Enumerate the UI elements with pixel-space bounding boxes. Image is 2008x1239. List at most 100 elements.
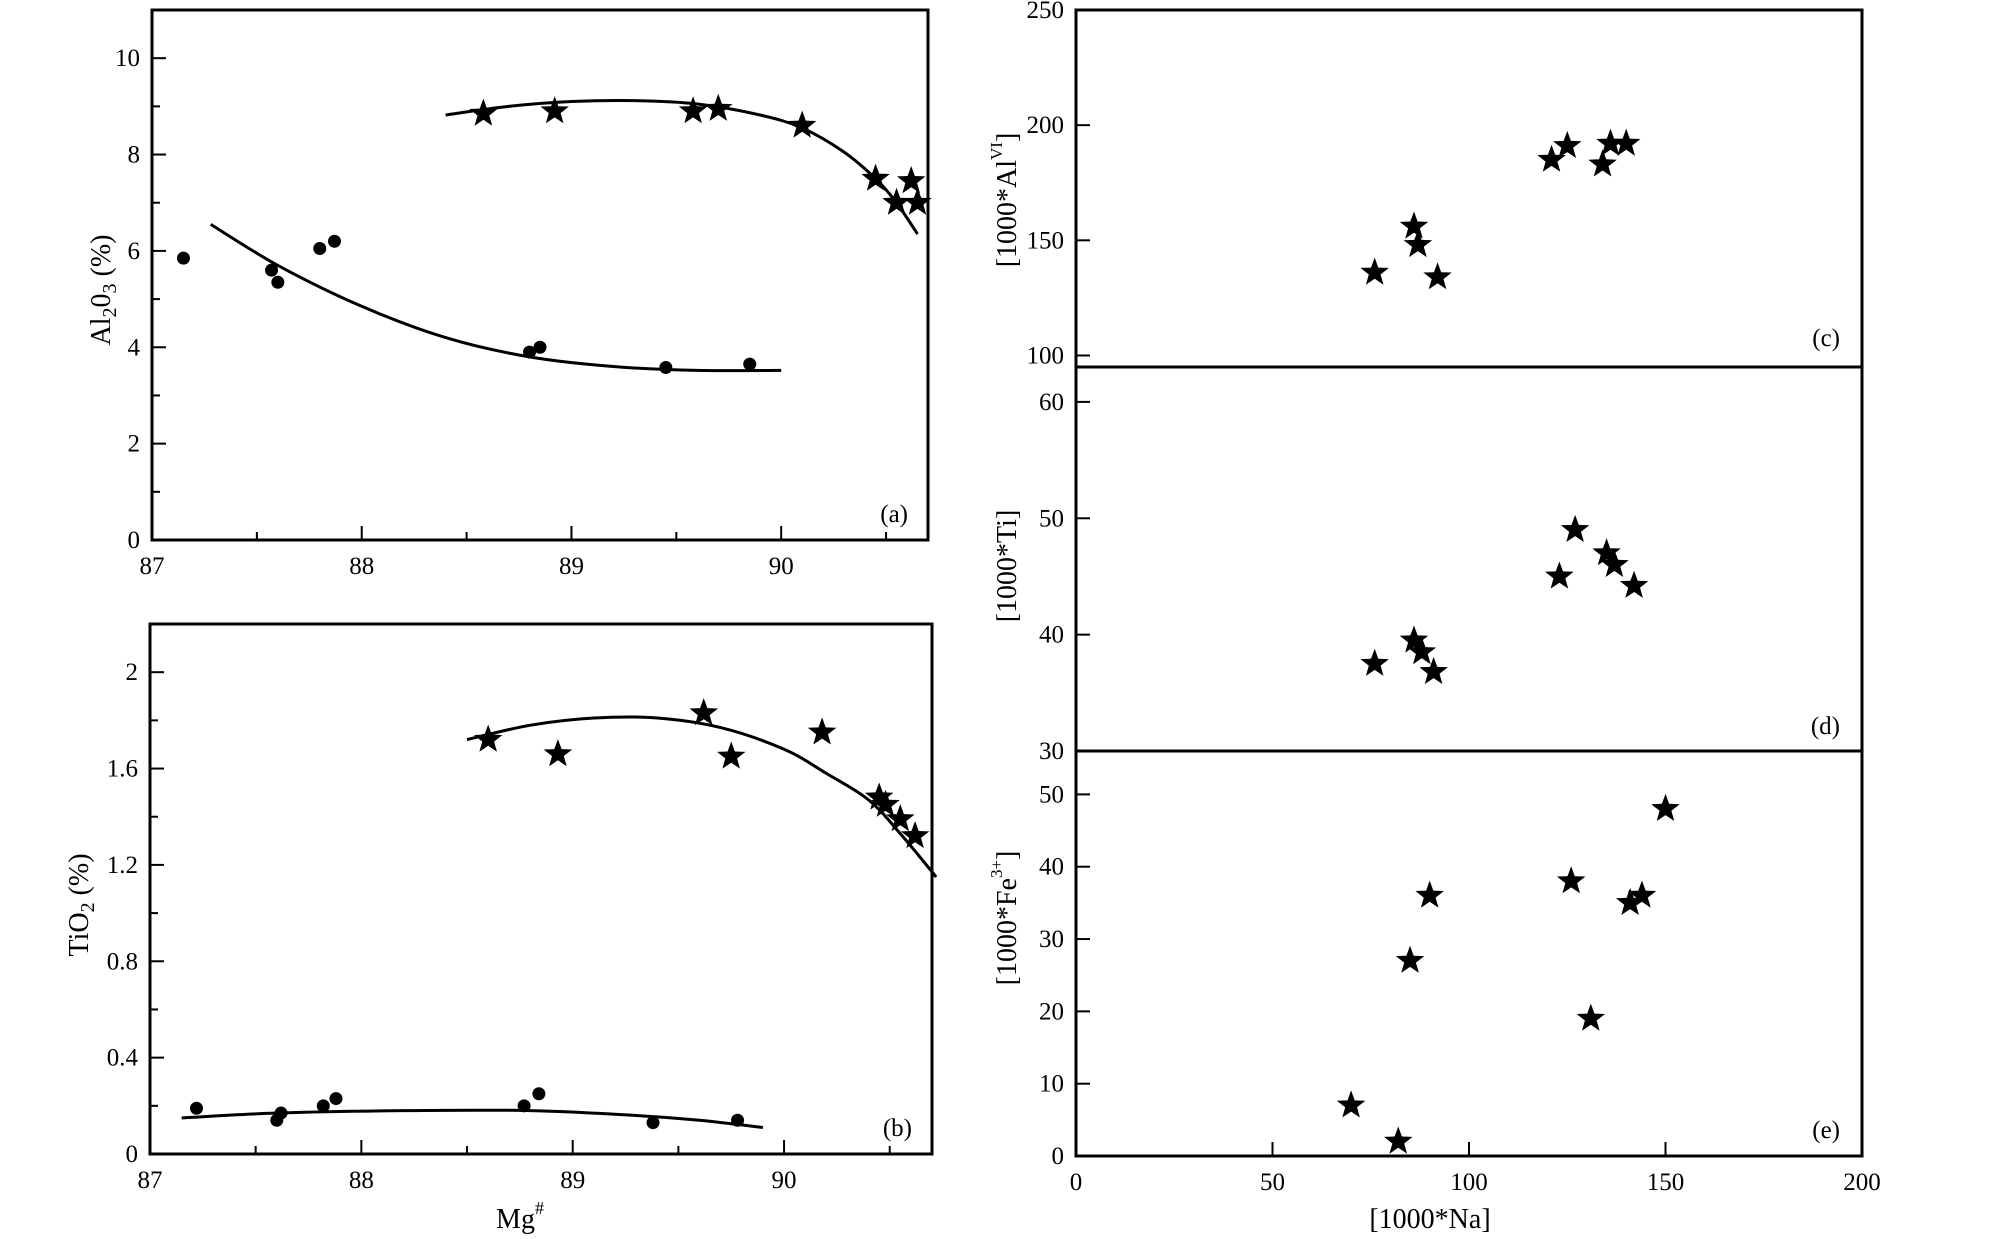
panel-c-ylabel-sup: VI <box>987 142 1006 160</box>
panel-e-star-point <box>1556 866 1586 894</box>
panel-b-upper-fit-curve <box>466 715 938 878</box>
panel-a-dot-point <box>743 357 757 371</box>
panel-b-ytick-label: 0 <box>126 1141 139 1168</box>
panel-a-star-point <box>787 110 817 138</box>
panel-d-ytick-label: 50 <box>1039 505 1064 532</box>
panel-b-ytick-label: 1.2 <box>107 852 138 879</box>
panel-b-dot-point <box>274 1106 288 1120</box>
panel-a-frame <box>150 8 930 542</box>
panel-b-xlabel-main: Mg <box>496 1204 535 1235</box>
panel-e-xtick-label: 100 <box>1450 1169 1488 1196</box>
panel-a-ytick-label: 6 <box>128 238 141 265</box>
panel-b-lower-fit-curve <box>181 1108 764 1129</box>
panel-a-lower-fit-curve <box>209 223 782 373</box>
panel-a-star-point <box>903 187 932 215</box>
panel-a-dot-point <box>523 345 537 359</box>
panel-c-star-point <box>1553 130 1582 158</box>
panel-b-dot-point <box>329 1092 343 1106</box>
panel-e-ytick-label: 10 <box>1039 1071 1064 1098</box>
panel-a-star-point <box>704 93 733 121</box>
panel-b-ytick-label: 0.8 <box>107 948 138 975</box>
panel-a-ylabel-part2: 0 <box>86 293 117 307</box>
panel-b-dot-point <box>517 1099 531 1113</box>
panel-c-star-point <box>1537 144 1566 172</box>
panel-b-frame <box>148 622 934 1156</box>
panel-a-xtick-label: 89 <box>559 553 584 580</box>
panel-b-dot-point <box>532 1087 546 1101</box>
panel-a-ytick-label: 4 <box>128 334 141 361</box>
panel-a-dot-point <box>327 234 341 248</box>
panel-e-star-point <box>1415 880 1444 908</box>
panel-e-ylabel-main: [1000*Fe <box>992 878 1023 985</box>
panel-c-ytick-label: 200 <box>1027 112 1065 139</box>
panel-b-xtick-label: 90 <box>772 1167 797 1194</box>
panel-d-ylabel: [1000*Ti] <box>992 510 1023 623</box>
panel-b-star-point <box>900 821 930 849</box>
panel-right <box>1074 8 1864 1158</box>
panel-a-xtick-label: 88 <box>349 553 374 580</box>
panel-a-ytick-label: 8 <box>128 142 141 169</box>
panel-d-star-point <box>1360 648 1389 676</box>
panel-c-star-point <box>1399 211 1429 239</box>
panel-b-star-point <box>473 724 503 752</box>
panel-e-ytick-label: 50 <box>1039 781 1064 808</box>
panel-a-star-point <box>540 96 569 124</box>
panel-b-star-point <box>886 804 915 832</box>
panel-a-dot-point <box>313 242 327 255</box>
panel-a-label: (a) <box>880 501 908 528</box>
panel-b-xtick-label: 88 <box>349 1167 374 1194</box>
panel-e-ylabel: [1000*Fe3+] <box>987 851 1023 986</box>
panel-a-dot-point <box>265 263 279 277</box>
panel-b-xtick-label: 89 <box>560 1167 585 1194</box>
panel-a-dot-point <box>271 275 285 289</box>
panel-d-ytick-label: 40 <box>1039 622 1064 649</box>
panel-a-ylabel-sub1: 2 <box>99 307 121 317</box>
panel-c-ytick-label: 100 <box>1027 342 1065 369</box>
panel-d-star-point <box>1545 561 1574 589</box>
panel-c-star-point <box>1360 257 1389 285</box>
panel-e-ytick-label: 30 <box>1039 926 1064 953</box>
panel-d-marks: 30 40 50 60 <box>1039 389 1649 765</box>
panel-e-star-point <box>1336 1090 1366 1118</box>
panel-c-star-point <box>1611 128 1641 156</box>
panel-a-star-point <box>861 163 890 191</box>
panel-e-xtick-label: 0 <box>1070 1169 1083 1196</box>
panel-e-star-point <box>1395 945 1425 973</box>
panel-b-xlabel: Mg# <box>496 1198 544 1235</box>
panel-e-ytick-label: 40 <box>1039 854 1064 881</box>
panel-d: 30 40 50 60 (d) [1000*Ti] <box>992 389 1840 765</box>
panel-c: 100 150 200 250 (c) [1000*AlVI] <box>987 0 1840 369</box>
panel-a-xtick-label: 87 <box>140 553 165 580</box>
panel-e-ytick-label: 20 <box>1039 998 1064 1025</box>
panel-c-label: (c) <box>1812 325 1840 352</box>
panel-d-label: (d) <box>1811 713 1840 740</box>
panel-b-star-point <box>871 789 900 817</box>
panel-a-marks: 0 2 4 6 8 10 87 88 89 90 <box>115 45 932 580</box>
panel-b-dot-point <box>189 1101 203 1115</box>
panel-b-star-point <box>543 739 573 767</box>
panel-a-ytick-label: 10 <box>115 45 140 72</box>
panel-b-ylabel-part2: (%) <box>64 853 95 902</box>
panel-b-star-point <box>717 741 746 769</box>
panel-b-dot-point <box>646 1116 660 1130</box>
panel-a-ytick-label: 0 <box>128 527 141 554</box>
panel-a-upper-fit-curve <box>445 98 919 235</box>
panel-e-star-point <box>1615 887 1645 915</box>
panel-e-star-point <box>1384 1126 1413 1154</box>
panel-b-star-point <box>689 698 718 726</box>
panel-d-star-point <box>1407 637 1437 665</box>
panel-d-star-point <box>1399 625 1429 653</box>
panel-c-star-point <box>1596 128 1625 156</box>
panel-c-star-point <box>1423 262 1452 290</box>
panel-b-ylabel-sub1: 2 <box>77 902 99 912</box>
panel-e-ylabel-sup: 3+ <box>987 860 1006 878</box>
panel-c-ytick-label: 150 <box>1027 227 1065 254</box>
panel-c-marks: 100 150 200 250 <box>1027 0 1641 369</box>
panel-b-ylabel: TiO2 (%) <box>64 853 99 956</box>
panel-e-xlabel: [1000*Na] <box>1369 1204 1490 1235</box>
panel-a-ylabel-part3: (%) <box>86 235 117 284</box>
panel-e-xtick-label: 50 <box>1260 1169 1285 1196</box>
